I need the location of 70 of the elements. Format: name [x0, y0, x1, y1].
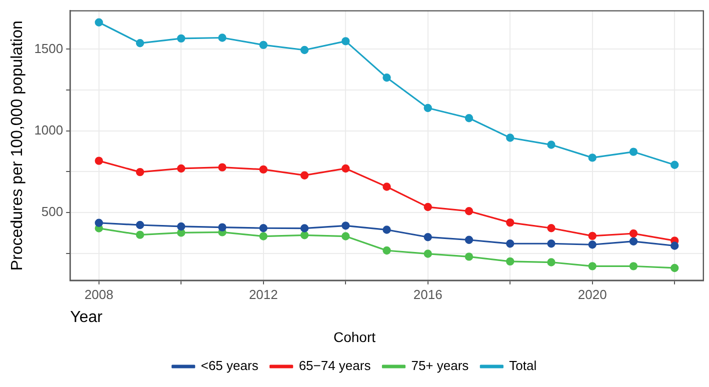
legend-title: Cohort [333, 329, 376, 346]
y-tick-label: 500 [41, 204, 64, 220]
point [218, 34, 226, 42]
y-tick-label: 1500 [34, 40, 64, 56]
point [136, 230, 144, 239]
point [177, 222, 186, 231]
x-axis-title: Year [70, 309, 104, 326]
point [424, 104, 432, 112]
point [588, 262, 596, 270]
point [464, 114, 474, 122]
x-tick-label: 2008 [84, 286, 114, 302]
point [424, 202, 432, 212]
point [259, 232, 268, 240]
point [382, 74, 391, 82]
point [300, 231, 309, 240]
legend-label: <65 years [200, 358, 259, 374]
x-tick-label: 2012 [248, 286, 278, 302]
point [670, 264, 679, 272]
point [259, 224, 268, 232]
point [342, 222, 350, 230]
point [424, 250, 432, 258]
point [94, 218, 104, 227]
point [177, 34, 186, 43]
point [547, 240, 556, 248]
y-axis-title: Procedures per 100,000 population [9, 20, 26, 271]
point [218, 223, 226, 232]
point [547, 140, 556, 149]
x-tick-label: 2016 [413, 286, 442, 302]
x-tick-label: 2020 [578, 286, 607, 302]
point [629, 262, 638, 270]
point [588, 154, 596, 162]
point [136, 168, 144, 176]
point [177, 164, 186, 173]
point [300, 224, 309, 232]
point [94, 18, 104, 26]
legend-label: 65−74 years [298, 358, 372, 374]
point [382, 182, 391, 191]
point [382, 246, 391, 255]
point [464, 252, 474, 261]
point [629, 237, 638, 246]
point [629, 229, 638, 238]
point [588, 232, 596, 240]
y-tick-label: 1000 [34, 122, 64, 138]
point [547, 224, 556, 232]
point [464, 236, 474, 244]
point [136, 220, 144, 230]
point [342, 164, 350, 173]
point [300, 46, 309, 54]
point [342, 37, 350, 46]
point [506, 218, 514, 227]
point [588, 240, 596, 249]
point [259, 40, 268, 50]
point [342, 232, 350, 240]
legend-label: 75+ years [411, 358, 470, 374]
point [382, 226, 391, 234]
legend-label: Total [509, 358, 537, 374]
point [424, 233, 432, 242]
point [629, 148, 638, 156]
point [547, 258, 556, 266]
point [300, 171, 309, 180]
point [94, 156, 104, 165]
point [506, 257, 514, 266]
point [259, 165, 268, 174]
point [464, 207, 474, 216]
point [506, 134, 514, 142]
point [670, 242, 679, 250]
point [506, 240, 514, 248]
point [670, 160, 679, 169]
point [218, 163, 226, 172]
point [136, 39, 144, 48]
